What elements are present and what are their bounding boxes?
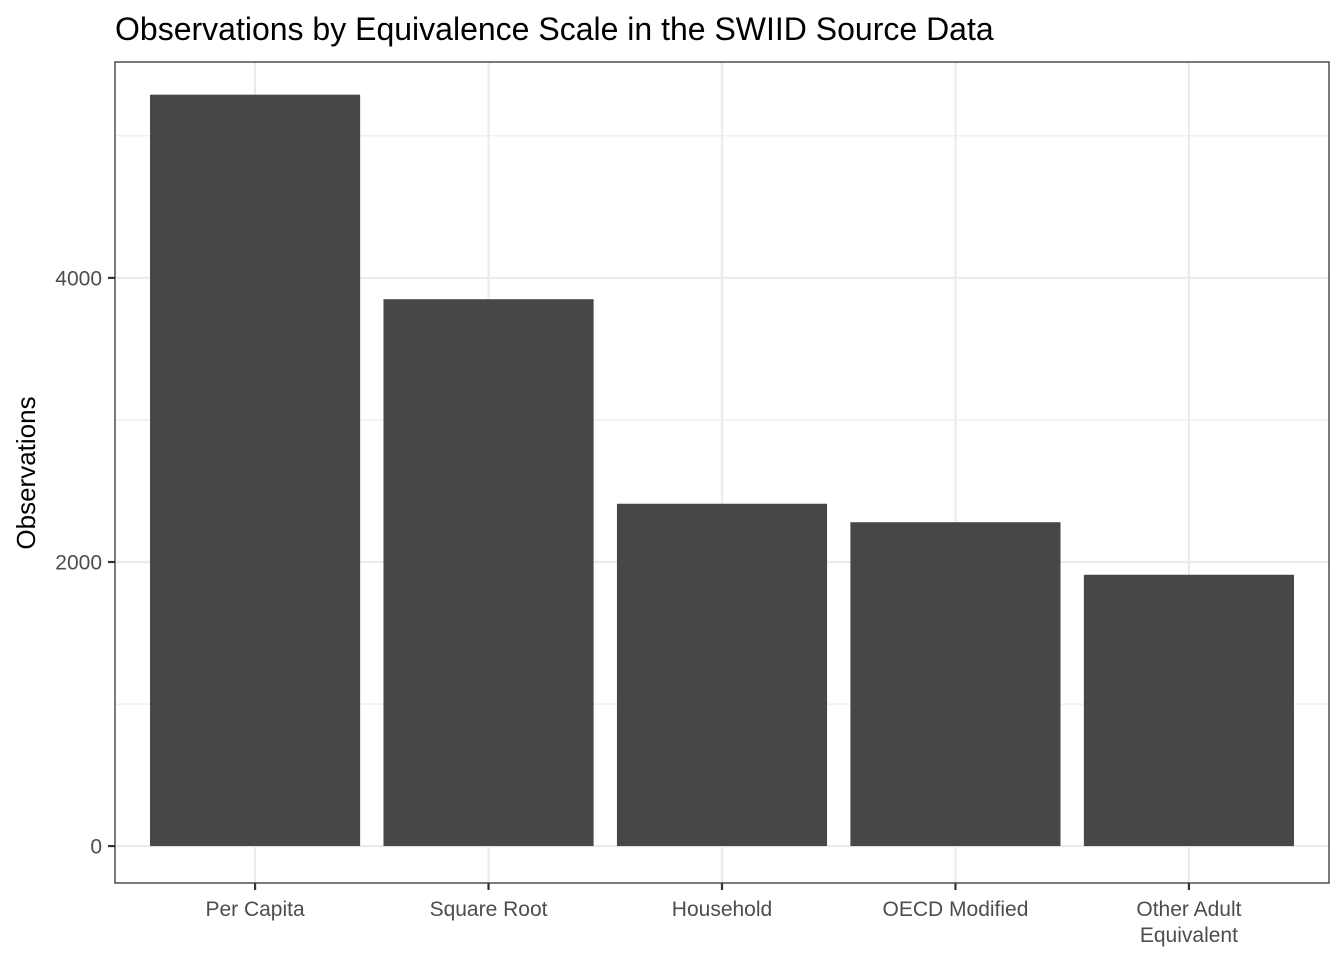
- y-axis-label: Observations: [11, 396, 41, 549]
- y-tick-label: 2000: [55, 551, 102, 574]
- chart-title: Observations by Equivalence Scale in the…: [115, 11, 994, 47]
- x-tick-label-line: Equivalent: [1140, 924, 1238, 947]
- bar: [616, 503, 828, 847]
- bar: [150, 94, 361, 847]
- y-tick-label: 0: [90, 836, 102, 859]
- y-tick-label: 4000: [55, 267, 102, 290]
- x-tick-label: OECD Modified: [883, 898, 1029, 921]
- bar: [850, 522, 1061, 847]
- bar: [383, 299, 594, 847]
- x-tick-label-line: Square Root: [430, 898, 548, 921]
- x-tick-label: Other Adult Equivalent: [1136, 898, 1241, 947]
- x-tick-label: Square Root: [430, 898, 548, 921]
- axes: 0 2000 4000 Per Capita Square Root Household O…: [55, 267, 1241, 947]
- x-tick-label: Per Capita: [205, 898, 305, 921]
- x-tick-label-line: OECD Modified: [883, 898, 1029, 921]
- x-tick-label-line: Per Capita: [205, 898, 305, 921]
- bars: [150, 94, 1294, 847]
- x-tick-label: Household: [672, 898, 772, 921]
- x-tick-label-line: Household: [672, 898, 772, 921]
- x-tick-label-line: Other Adult: [1136, 898, 1241, 921]
- bar: [1083, 574, 1294, 847]
